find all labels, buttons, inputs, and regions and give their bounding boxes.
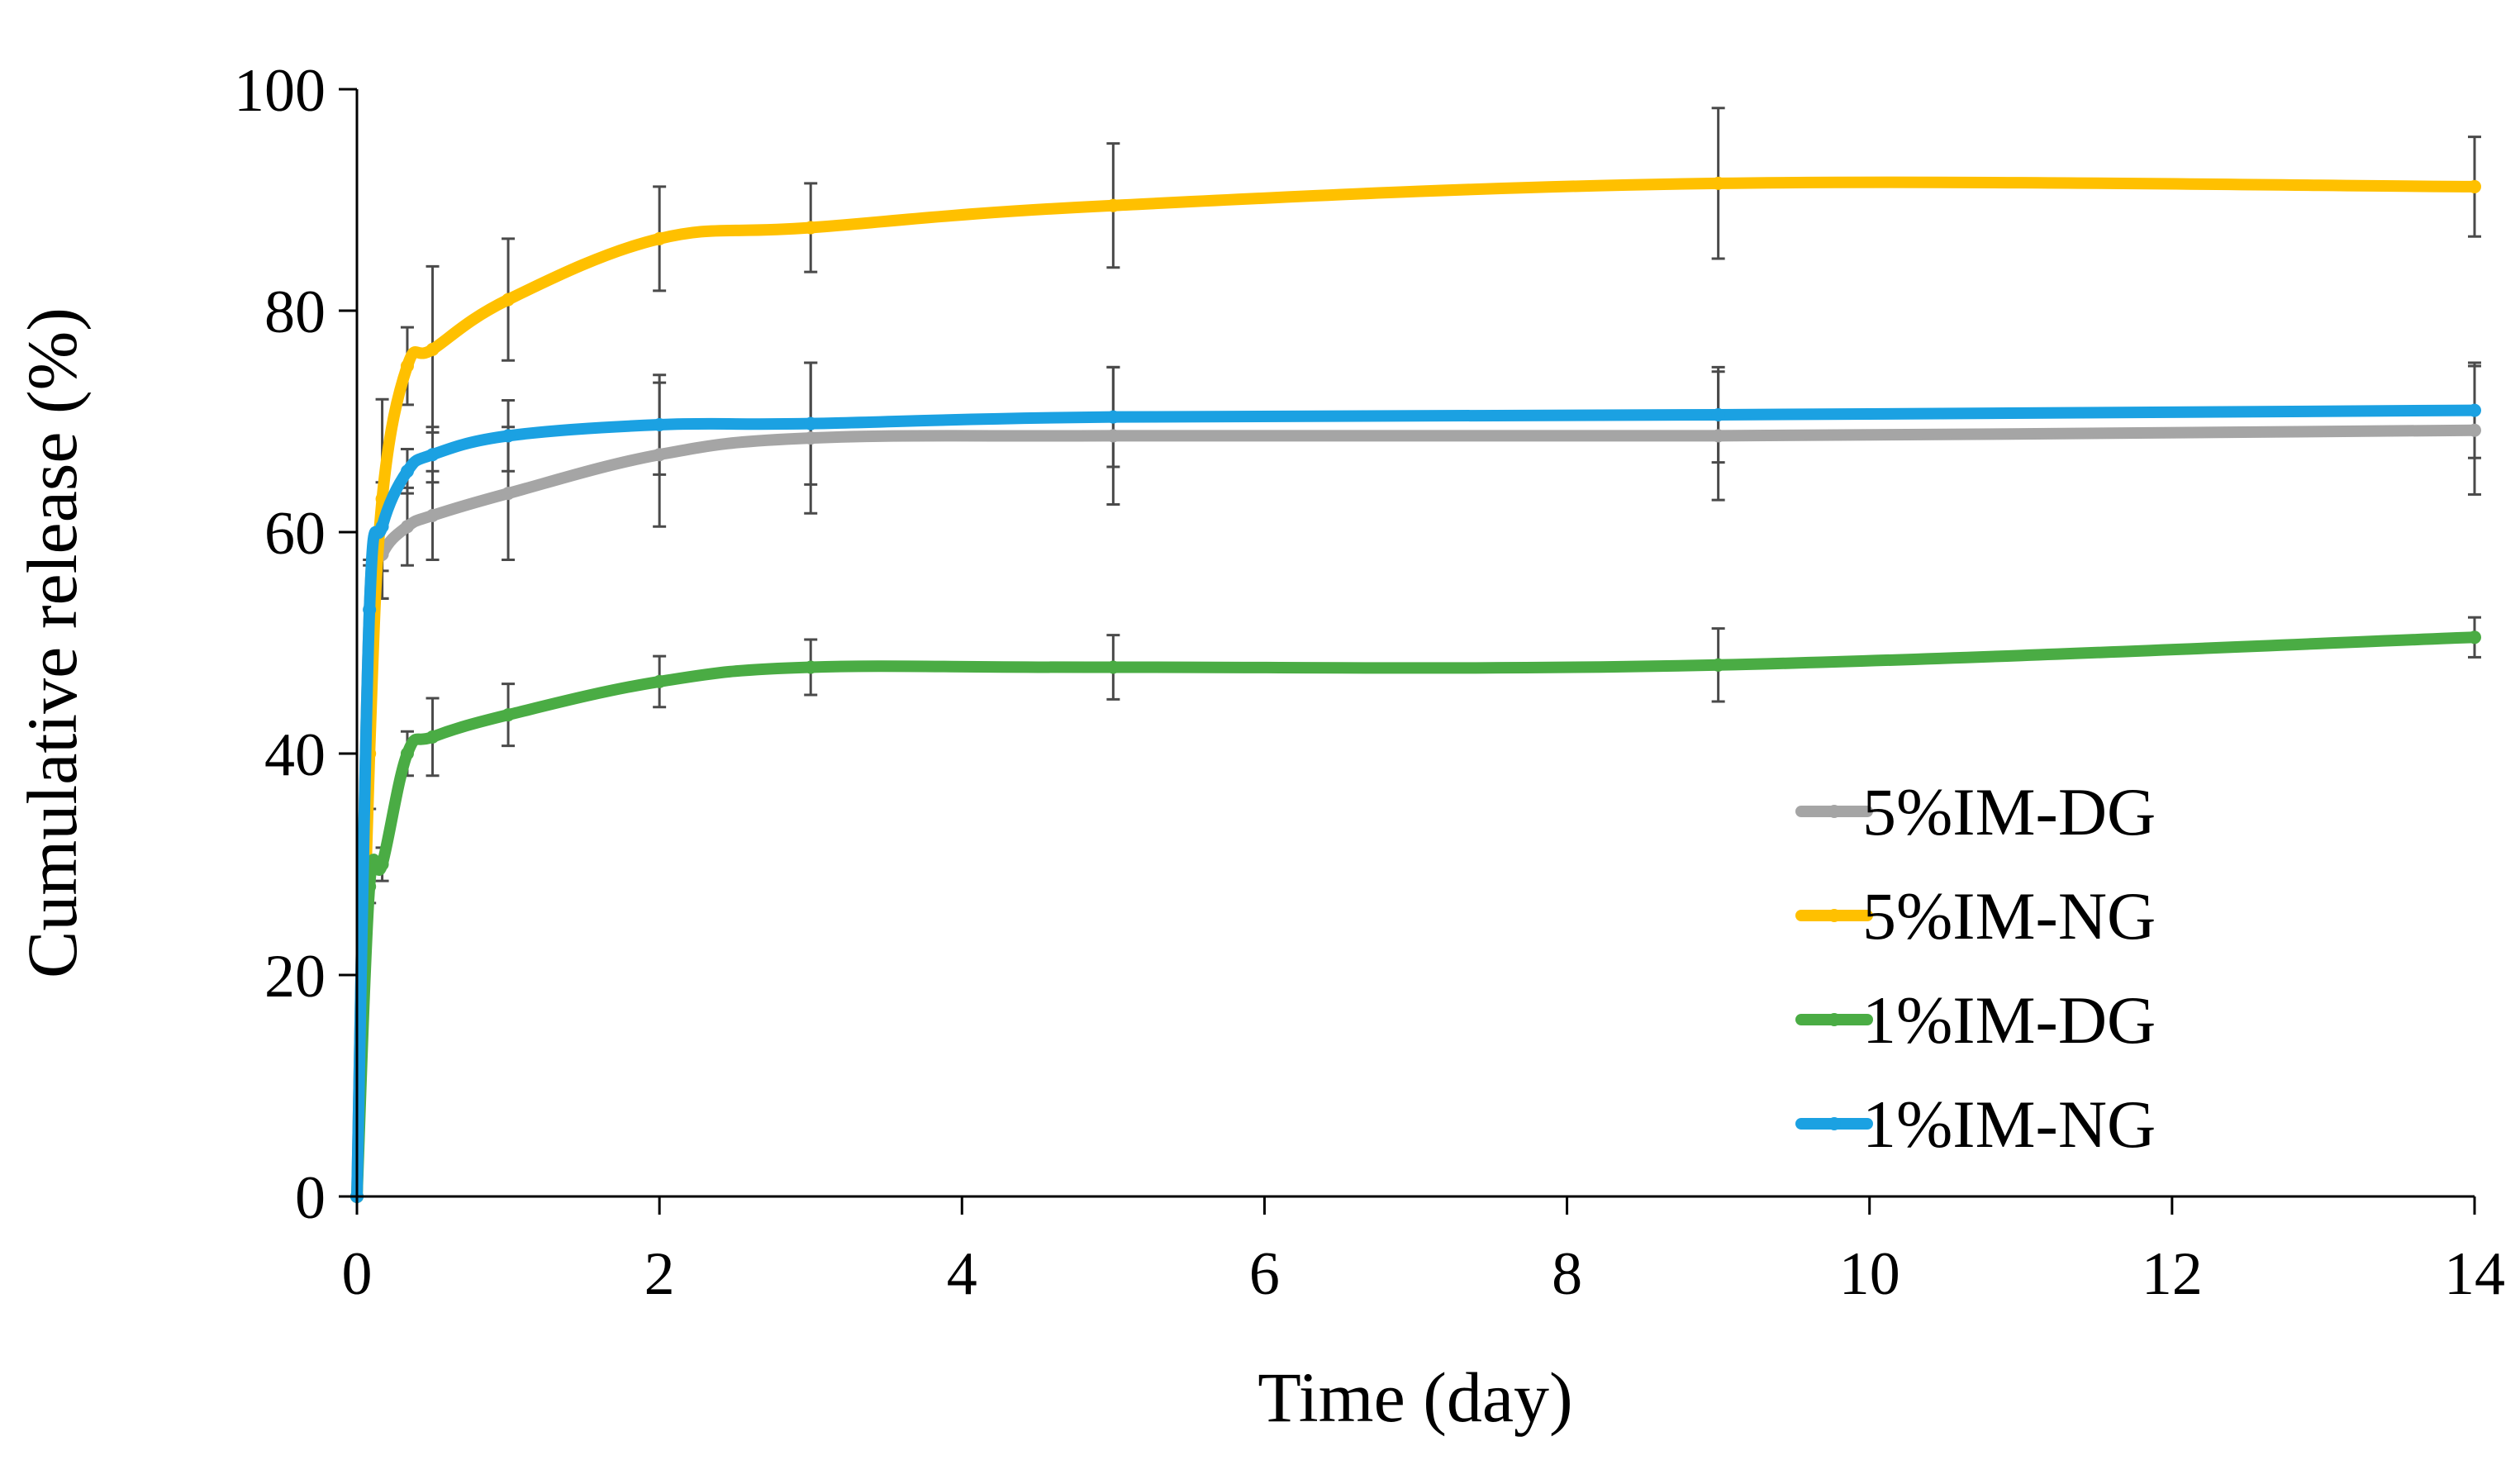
legend-entry: 1%IM-DG <box>1795 982 2156 1058</box>
x-tick-label: 6 <box>1249 1240 1280 1308</box>
legend-entry: 5%IM-NG <box>1795 878 2156 954</box>
series-line-5%IM-NG <box>351 176 2480 1202</box>
data-point <box>426 342 440 356</box>
data-point <box>502 293 516 307</box>
data-point <box>804 416 818 430</box>
data-point <box>400 520 414 534</box>
data-point <box>653 674 667 688</box>
x-tick-label: 4 <box>947 1240 977 1308</box>
data-point <box>653 231 667 245</box>
y-tick-label: 40 <box>264 721 326 789</box>
legend-label: 1%IM-NG <box>1862 1087 2156 1162</box>
legend-label: 5%IM-DG <box>1862 774 2156 849</box>
data-point <box>2468 630 2481 645</box>
legend-marker <box>1828 1013 1841 1026</box>
y-tick-label: 60 <box>264 500 326 568</box>
data-point <box>1711 407 1725 421</box>
data-point <box>804 221 818 235</box>
x-tick-label: 14 <box>2444 1240 2505 1308</box>
data-point <box>363 602 377 616</box>
data-point <box>502 429 516 443</box>
data-point <box>426 730 440 744</box>
series-line-1%IM-DG <box>351 631 2480 1202</box>
series-line-1%IM-NG <box>351 404 2480 1202</box>
plot-area <box>350 107 2481 1203</box>
y-tick-label: 20 <box>264 943 326 1011</box>
legend-label: 5%IM-NG <box>1862 878 2156 954</box>
data-point <box>375 858 389 871</box>
y-tick-label: 0 <box>295 1164 326 1232</box>
data-point <box>400 359 414 373</box>
legend-marker <box>1828 1117 1841 1130</box>
legend-entry: 1%IM-NG <box>1795 1087 2156 1162</box>
data-point <box>804 431 818 445</box>
data-point <box>2468 179 2481 193</box>
data-point <box>400 747 414 760</box>
x-tick-label: 12 <box>2142 1240 2203 1308</box>
data-point <box>1106 198 1120 212</box>
axes: 0 20 40 60 80 100 0 2 4 6 8 10 12 14 <box>234 57 2505 1308</box>
x-tick-label: 2 <box>644 1240 675 1308</box>
data-point <box>1106 429 1120 443</box>
legend-marker <box>1828 805 1841 818</box>
x-tick-label: 10 <box>1839 1240 1900 1308</box>
data-point <box>1711 658 1725 672</box>
legend-label: 1%IM-DG <box>1862 982 2156 1058</box>
legend-marker <box>1828 909 1841 922</box>
x-tick-label: 8 <box>1552 1240 1582 1308</box>
data-point <box>400 464 414 478</box>
data-point <box>804 660 818 674</box>
x-tick-label: 0 <box>342 1240 373 1308</box>
data-point <box>426 448 440 462</box>
data-point <box>2468 403 2481 417</box>
data-point <box>375 520 389 534</box>
data-point <box>1106 660 1120 674</box>
data-point <box>426 508 440 522</box>
data-point <box>502 708 516 722</box>
y-tick-label: 100 <box>234 57 326 125</box>
legend: 5%IM-DG 5%IM-NG 1%IM-DG 1%IM-NG <box>1795 774 2156 1162</box>
data-point <box>1106 410 1120 424</box>
x-axis-title: Time (day) <box>1258 1358 1572 1437</box>
y-tick-label: 80 <box>264 278 326 346</box>
series-line-5%IM-DG <box>351 424 2480 1202</box>
data-point <box>2468 423 2481 437</box>
data-point <box>502 487 516 501</box>
data-point <box>1711 429 1725 443</box>
legend-entry: 5%IM-DG <box>1795 774 2156 849</box>
data-point <box>1711 176 1725 190</box>
data-point <box>653 448 667 462</box>
data-point <box>653 418 667 432</box>
y-axis-title: Cumulative release (%) <box>12 307 92 978</box>
